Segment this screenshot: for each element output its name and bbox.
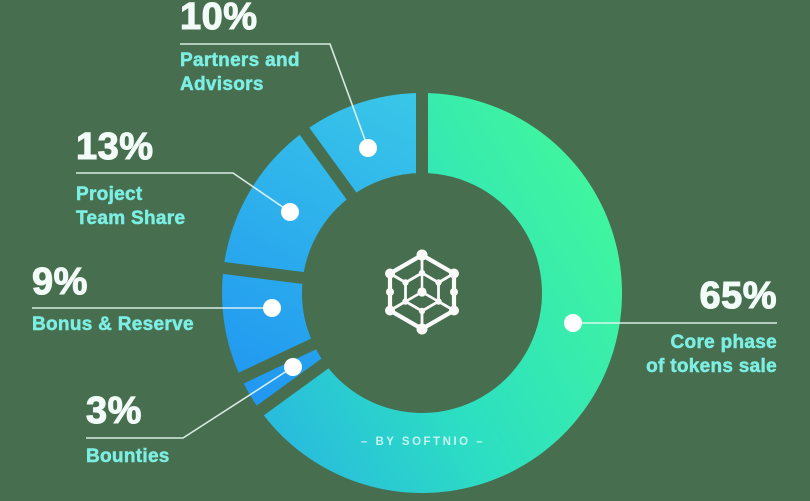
percent-bonus-reserve: 9% — [31, 261, 88, 303]
label-bonus-reserve: Bonus & Reserve — [32, 314, 194, 336]
percent-bounties: 3% — [85, 390, 142, 432]
segment-gap — [225, 332, 329, 390]
connector-dot — [263, 299, 281, 317]
callout-partners-advisors: 10% Partners and Advisors — [179, 0, 300, 97]
callout-core-phase: 65% Core phase of tokens sale — [557, 275, 777, 379]
percent-partners-advisors: 10% — [179, 0, 258, 38]
hex-network-icon — [385, 249, 459, 335]
segment-gap — [291, 116, 365, 211]
callout-connectors — [32, 43, 777, 439]
connector-line — [86, 366, 294, 439]
donut-segment-core-phase-of-tokens-sale — [260, 93, 622, 493]
segment-gap — [245, 350, 340, 424]
label-core-phase: Core phase of tokens sale — [646, 332, 777, 378]
connector-dot — [284, 358, 302, 376]
donut-segments — [208, 79, 622, 493]
connector-line — [180, 43, 369, 149]
connector-line — [76, 172, 291, 213]
label-partners-advisors: Partners and Advisors — [180, 50, 300, 96]
percent-core-phase: 65% — [699, 275, 777, 317]
by-softnio-watermark: – BY SOFTNIO – — [360, 436, 486, 448]
connector-dot — [281, 203, 299, 221]
label-bounties: Bounties — [86, 446, 170, 468]
connector-dot — [359, 139, 377, 157]
label-project-team-share: Project Team Share — [76, 184, 186, 230]
segment-gap — [208, 260, 318, 286]
callout-project-team-share: 13% Project Team Share — [75, 126, 186, 231]
callout-bonus-reserve: 9% Bonus & Reserve — [31, 261, 194, 337]
donut-segment-bounties — [241, 344, 325, 411]
callout-bounties: 3% Bounties — [85, 390, 170, 469]
percent-project-team-share: 13% — [75, 126, 154, 168]
connector-dot — [564, 314, 582, 332]
